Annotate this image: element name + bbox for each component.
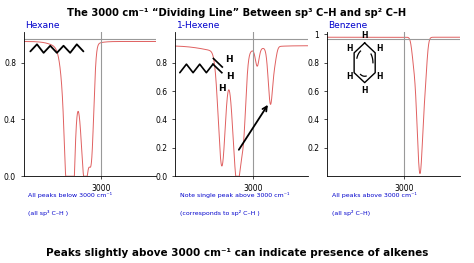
Text: H: H — [346, 72, 353, 81]
Text: (corresponds to sp² C–H ): (corresponds to sp² C–H ) — [180, 210, 260, 216]
Text: H: H — [376, 44, 383, 53]
Text: H: H — [219, 84, 226, 93]
Text: (all sp² C–H): (all sp² C–H) — [332, 210, 370, 216]
Text: H: H — [226, 72, 233, 82]
Text: Note single peak above 3000 cm⁻¹: Note single peak above 3000 cm⁻¹ — [180, 192, 290, 198]
Text: All peaks below 3000 cm⁻¹: All peaks below 3000 cm⁻¹ — [28, 192, 112, 198]
Text: H: H — [361, 86, 368, 95]
Text: Benzene: Benzene — [328, 21, 368, 30]
Text: Hexane: Hexane — [25, 21, 60, 30]
Text: Peaks slightly above 3000 cm⁻¹ can indicate presence of alkenes: Peaks slightly above 3000 cm⁻¹ can indic… — [46, 248, 428, 258]
Text: All peaks above 3000 cm⁻¹: All peaks above 3000 cm⁻¹ — [332, 192, 417, 198]
Text: H: H — [225, 55, 233, 64]
Text: (all sp³ C–H ): (all sp³ C–H ) — [28, 210, 69, 216]
Text: 1-Hexene: 1-Hexene — [177, 21, 220, 30]
Text: H: H — [346, 44, 353, 53]
Text: The 3000 cm⁻¹ “Dividing Line” Between sp³ C–H and sp² C–H: The 3000 cm⁻¹ “Dividing Line” Between sp… — [67, 8, 407, 18]
Text: H: H — [361, 31, 368, 40]
Text: H: H — [376, 72, 383, 81]
